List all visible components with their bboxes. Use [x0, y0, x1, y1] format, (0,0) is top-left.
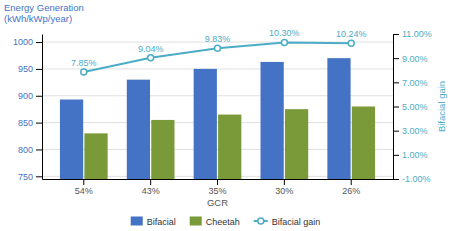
point	[215, 45, 221, 51]
data-label: 10.24%	[336, 29, 367, 39]
tick: 1.00%	[393, 150, 428, 160]
data-label: 7.85%	[71, 58, 97, 68]
tick: 800	[18, 145, 42, 155]
tick-label: 1000	[13, 37, 33, 47]
tick-mark	[36, 176, 42, 177]
tick-label: 26%	[342, 186, 360, 196]
tick: 750	[18, 172, 42, 182]
tick-label: 900	[18, 91, 33, 101]
tick: 54%	[75, 179, 93, 196]
legend-item: Bifacial	[131, 217, 176, 227]
data-labels: 7.85% 9.04% 9.83% 10.30% 10.24%	[71, 28, 366, 68]
tick-label: -1.00%	[402, 174, 431, 184]
bar	[194, 69, 217, 179]
tick: 850	[18, 118, 42, 128]
data-label: 9.04%	[138, 44, 164, 54]
tick: 43%	[142, 179, 160, 196]
legend-swatch	[258, 218, 264, 224]
data	[60, 39, 375, 179]
bar-series	[84, 107, 375, 180]
x-axis: 54% 43% 35% 30% 26%	[43, 179, 394, 196]
bar	[127, 80, 150, 179]
tick: -1.00%	[393, 174, 431, 184]
tick-label: 5.00%	[402, 102, 428, 112]
legend-swatch	[190, 217, 202, 226]
legend-label: Bifacial	[147, 217, 176, 227]
tick-mark	[393, 58, 399, 59]
tick: 7.00%	[393, 78, 428, 88]
tick: 35%	[208, 179, 226, 196]
tick-mark	[36, 42, 42, 43]
tick-mark	[393, 131, 399, 132]
tick-mark	[393, 34, 399, 35]
bar	[261, 62, 284, 179]
tick-mark	[36, 123, 42, 124]
bar	[218, 115, 241, 179]
tick-label: 7.00%	[402, 78, 428, 88]
tick-mark	[393, 82, 399, 83]
legend-label: Cheetah	[206, 217, 240, 227]
tick-mark	[36, 149, 42, 150]
tick-mark	[36, 69, 42, 70]
data-label: 9.83%	[205, 34, 231, 44]
tick-label: 9.00%	[402, 54, 428, 64]
plot: 750 800 850 900 950 1000 -1.00% 1.00% 3.00% 5.00%…	[13, 28, 432, 231]
legend-item: Bifacial gain	[254, 217, 321, 227]
legend-label: Bifacial gain	[272, 217, 321, 227]
tick-label: 850	[18, 118, 33, 128]
y-axis-title: Energy Generation	[4, 2, 84, 13]
line	[84, 42, 351, 72]
tick-mark	[150, 179, 151, 185]
tick-label: 11.00%	[402, 29, 432, 39]
tick-label: 1.00%	[402, 150, 428, 160]
tick-mark	[351, 179, 352, 185]
point	[148, 55, 154, 61]
tick: 9.00%	[393, 54, 428, 64]
legend: Bifacial Cheetah Bifacial gain	[131, 217, 321, 227]
tick: 5.00%	[393, 102, 428, 112]
tick-label: 54%	[75, 186, 93, 196]
tick-label: 30%	[275, 186, 293, 196]
x-axis-title: GCR	[207, 197, 228, 208]
tick: 1000	[13, 37, 42, 47]
y-axis-title: (kWh/kWp/year)	[4, 13, 72, 24]
legend-swatch	[131, 217, 143, 226]
data-label: 10.30%	[269, 28, 300, 38]
bar	[285, 109, 308, 179]
tick-mark	[393, 155, 399, 156]
y2-axis: -1.00% 1.00% 3.00% 5.00% 7.00% 9.00% 11.00%	[393, 29, 432, 184]
tick-mark	[83, 179, 84, 185]
tick-label: 3.00%	[402, 126, 428, 136]
y2-axis-title: Bifacial gain	[436, 81, 447, 132]
tick-mark	[217, 179, 218, 185]
point	[81, 69, 87, 75]
bar	[60, 100, 83, 179]
bar	[352, 107, 375, 180]
tick: 950	[18, 64, 42, 74]
bar	[84, 133, 107, 179]
tick-label: 35%	[208, 186, 226, 196]
point	[348, 40, 354, 46]
tick-label: 750	[18, 172, 33, 182]
legend-item: Cheetah	[190, 217, 240, 227]
chart: 750 800 850 900 950 1000 -1.00% 1.00% 3.00% 5.00%…	[0, 0, 451, 231]
y-axis: 750 800 850 900 950 1000	[13, 35, 43, 182]
tick: 900	[18, 91, 42, 101]
tick-mark	[393, 107, 399, 108]
tick-mark	[393, 179, 399, 180]
bar	[327, 58, 350, 179]
tick-label: 950	[18, 64, 33, 74]
axis-line	[42, 35, 43, 180]
tick: 3.00%	[393, 126, 428, 136]
tick-label: 800	[18, 145, 33, 155]
point	[281, 39, 287, 45]
tick-mark	[36, 96, 42, 97]
tick-mark	[284, 179, 285, 185]
tick: 11.00%	[393, 29, 432, 39]
tick-label: 43%	[142, 186, 160, 196]
tick: 26%	[342, 179, 360, 196]
bar-series	[60, 58, 351, 179]
bar	[151, 120, 174, 179]
tick: 30%	[275, 179, 293, 196]
